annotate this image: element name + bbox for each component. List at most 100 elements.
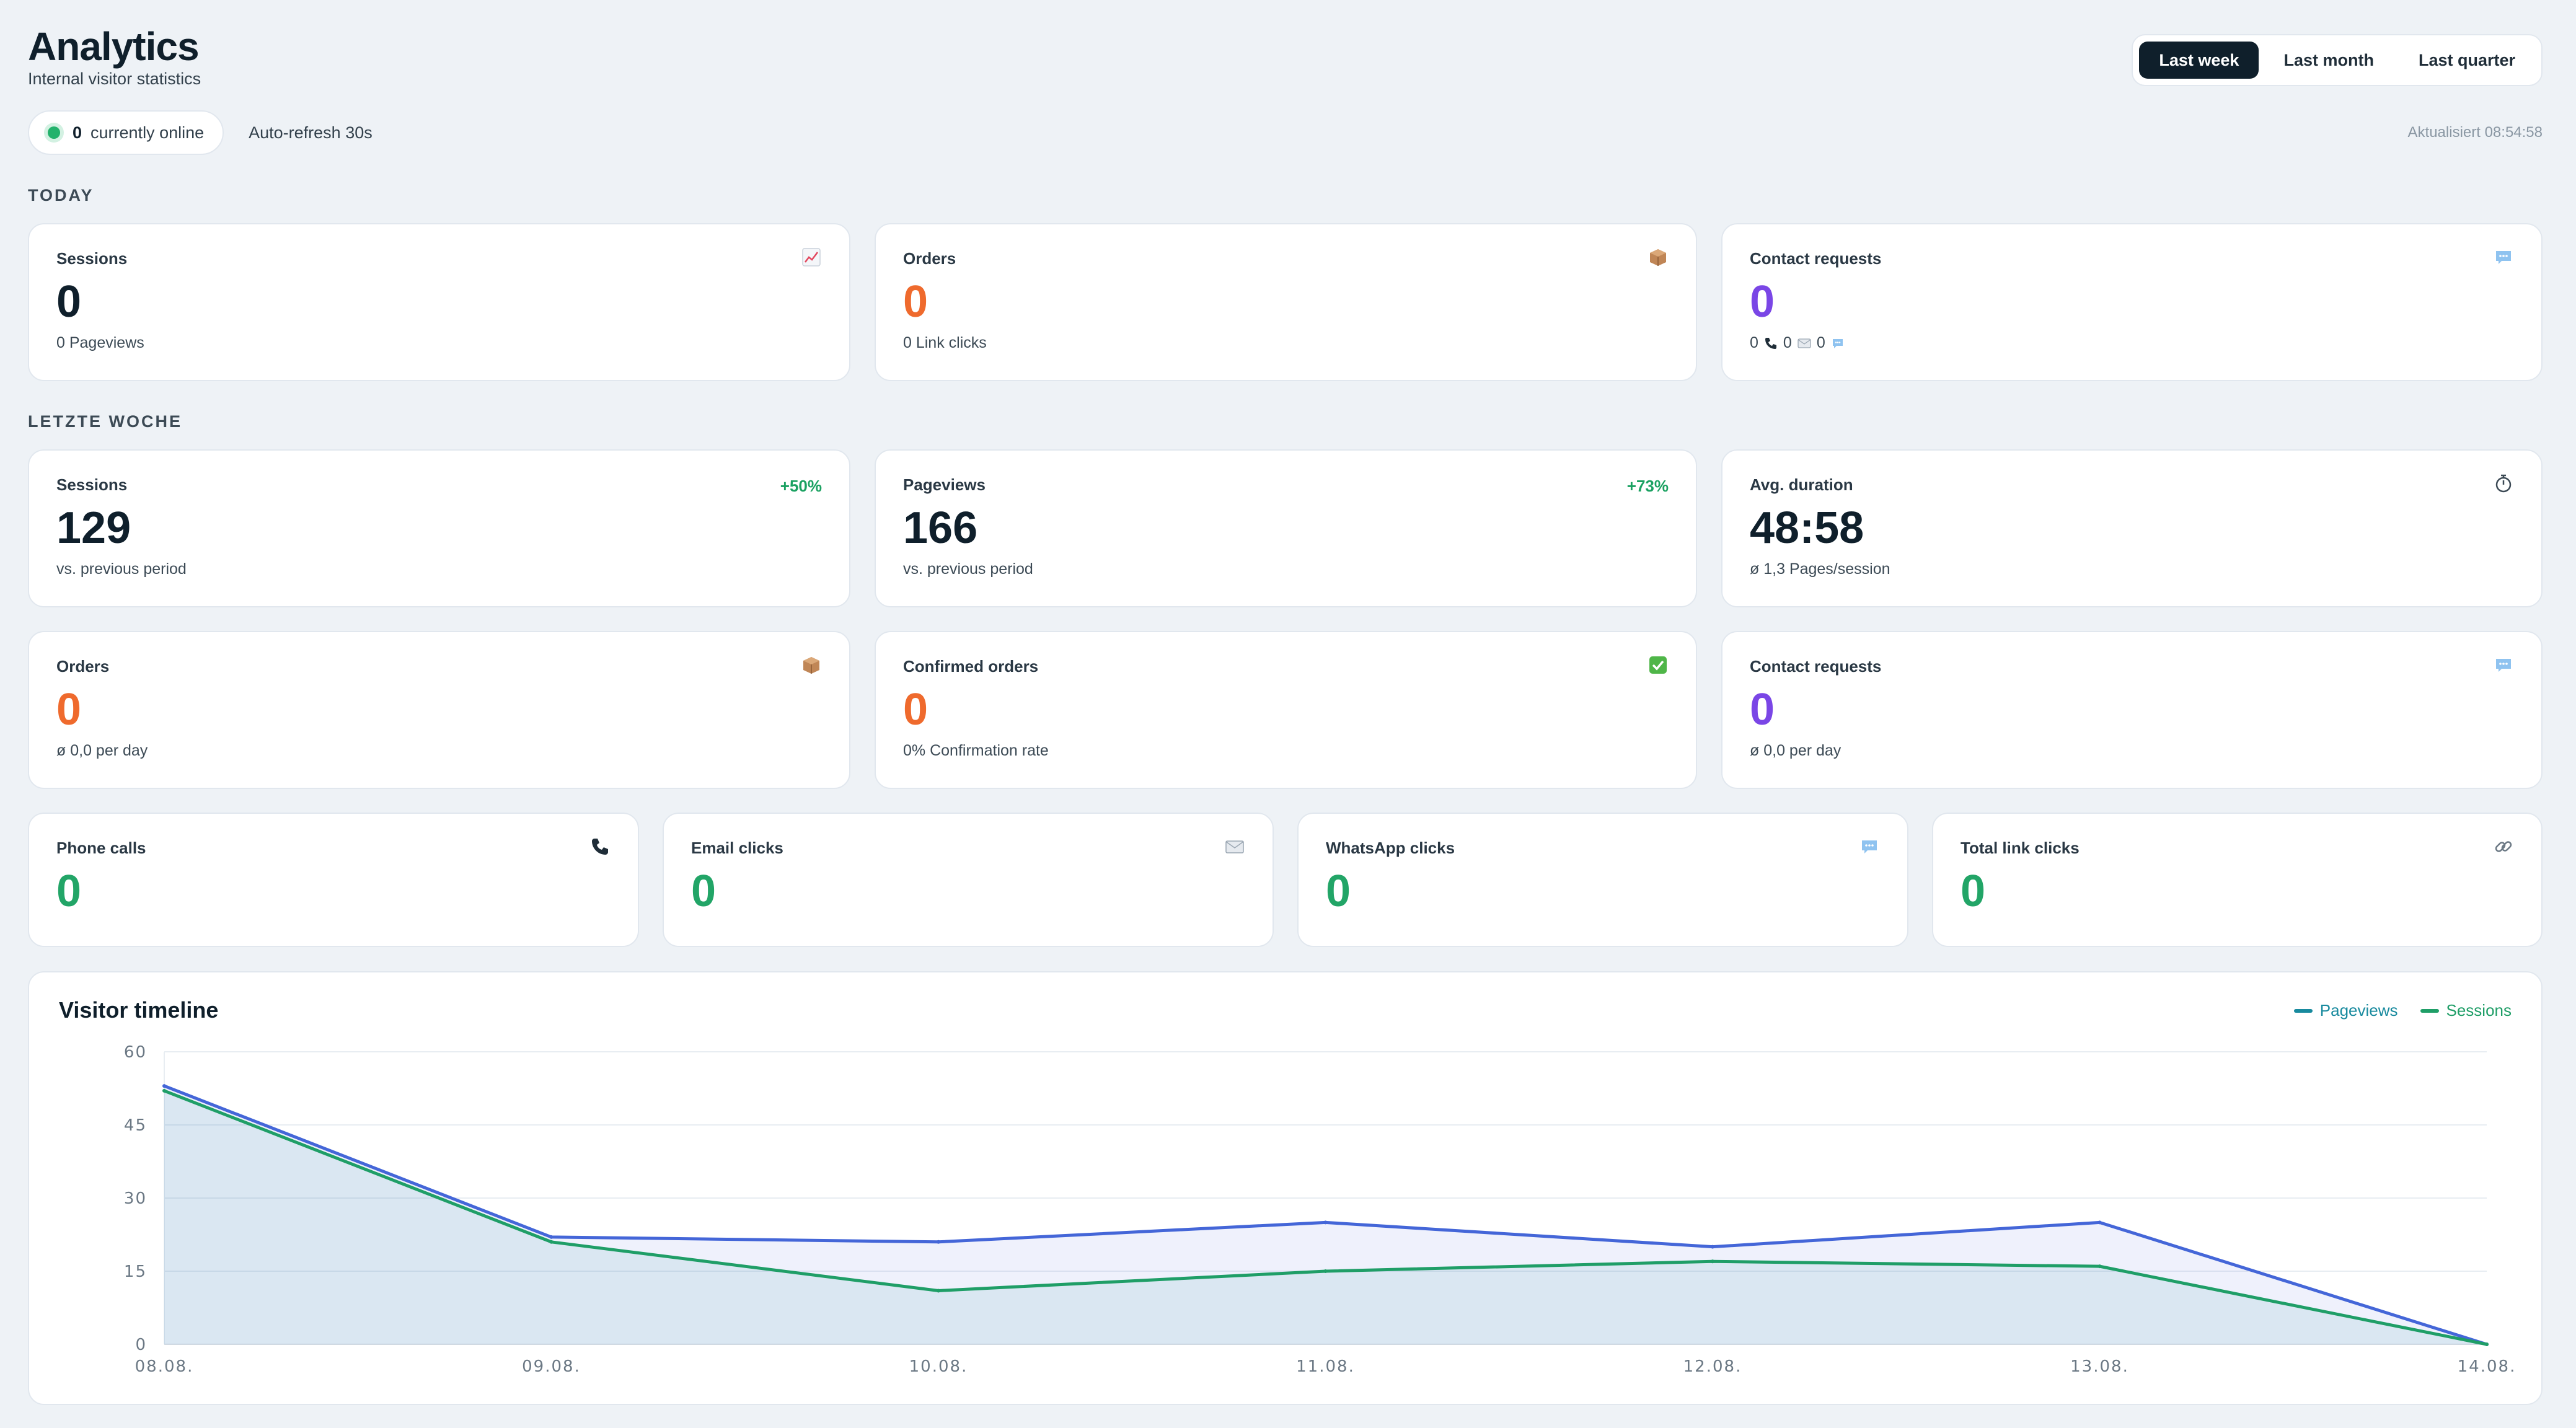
chat-bubble-icon — [1832, 338, 1843, 348]
week-sessions-card: Sessions 129 vs. previous period +50% — [28, 449, 850, 607]
pageviews-point — [2097, 1220, 2102, 1225]
phone-icon — [592, 839, 608, 855]
legend-item-pageviews[interactable]: Pageviews — [2293, 1001, 2398, 1020]
updated-timestamp: Aktualisiert 08:54:58 — [2407, 124, 2543, 141]
card-label: Sessions — [56, 475, 128, 494]
week-total-link-clicks-card: Total link clicks 0 — [1932, 813, 2543, 947]
card-value: 0 — [691, 866, 717, 916]
card-label: Sessions — [56, 249, 128, 268]
card-label: Contact requests — [1750, 249, 1882, 268]
trend-badge: +50% — [780, 477, 822, 495]
card-value: 0 — [1750, 277, 1775, 327]
sessions-point — [937, 1289, 940, 1293]
x-tick-label: 08.08. — [135, 1357, 194, 1376]
card-sub: 0 Pageviews — [56, 334, 144, 351]
chat-bubble-icon — [2496, 251, 2511, 264]
today-orders-card: Orders 0 0 Link clicks — [875, 223, 1697, 381]
y-tick-label: 45 — [124, 1116, 147, 1135]
section-today-label: TODAY — [28, 186, 94, 205]
card-value: 48:58 — [1750, 503, 1864, 553]
online-label: currently online — [90, 123, 205, 142]
online-count: 0 — [73, 123, 82, 142]
auto-refresh-label: Auto-refresh 30s — [249, 123, 373, 142]
card-value: 0 — [1326, 866, 1351, 916]
envelope-icon — [1797, 338, 1811, 348]
x-tick-label: 10.08. — [909, 1357, 968, 1376]
sessions-point — [162, 1088, 166, 1093]
legend-label-pageviews: Pageviews — [2319, 1001, 2398, 1020]
range-last-month-button[interactable]: Last month — [2264, 42, 2394, 79]
legend-item-sessions[interactable]: Sessions — [2420, 1001, 2512, 1020]
x-tick-label: 12.08. — [1683, 1357, 1742, 1376]
week-contact-card: Contact requests 0 ø 0,0 per day — [1721, 631, 2543, 789]
x-tick-label: 11.08. — [1296, 1357, 1355, 1376]
card-label: Orders — [56, 657, 110, 676]
trend-badge: +73% — [1626, 477, 1669, 495]
card-label: Email clicks — [691, 839, 783, 857]
envelope-icon — [1225, 840, 1244, 853]
contact-breakdown: 0 0 0 — [1750, 334, 2514, 352]
check-box-icon — [1649, 656, 1667, 674]
legend-swatch-sessions — [2420, 1008, 2439, 1013]
card-value: 166 — [903, 503, 978, 553]
pageviews-area — [164, 1086, 2487, 1344]
chart-title: Visitor timeline — [59, 997, 219, 1023]
timeline-chart: 0 15 30 45 60 08.08. 09.08. 10.08. 11.08. 12.08. 1… — [124, 1043, 2516, 1376]
x-tick-label: 09.08. — [522, 1357, 581, 1376]
card-sub: vs. previous period — [56, 560, 187, 578]
card-value: 129 — [56, 503, 131, 553]
pageviews-point — [162, 1084, 166, 1088]
legend-swatch-pageviews — [2293, 1008, 2313, 1013]
y-tick-label: 0 — [135, 1336, 147, 1354]
page-header: Analytics Internal visitor statistics — [28, 25, 201, 89]
card-label: Avg. duration — [1750, 475, 1853, 494]
card-sub: 0% Confirmation rate — [903, 742, 1049, 759]
card-value: 0 — [903, 277, 929, 327]
y-tick-label: 60 — [124, 1043, 147, 1062]
week-whatsapp-clicks-card: WhatsApp clicks 0 — [1297, 813, 1908, 947]
sessions-area — [164, 1090, 2487, 1344]
range-last-quarter-button[interactable]: Last quarter — [2399, 42, 2535, 79]
package-icon — [1650, 249, 1666, 266]
email-count: 0 — [1783, 334, 1792, 351]
card-label: Phone calls — [56, 839, 146, 857]
card-value: 0 — [903, 685, 929, 734]
pageviews-point — [1711, 1245, 1714, 1249]
x-tick-label: 14.08. — [2458, 1357, 2516, 1376]
status-row: 0 currently online Auto-refresh 30s — [28, 110, 373, 155]
card-sub: ø 0,0 per day — [56, 742, 148, 759]
pageviews-point — [1323, 1220, 1328, 1225]
range-last-week-button[interactable]: Last week — [2139, 42, 2259, 79]
card-value: 0 — [1961, 866, 1986, 916]
week-email-clicks-card: Email clicks 0 — [663, 813, 1274, 947]
sessions-point — [2485, 1342, 2489, 1346]
today-sessions-card: Sessions 0 0 Pageviews — [28, 223, 850, 381]
chart-up-icon — [802, 248, 821, 267]
chat-bubble-icon — [2496, 659, 2511, 672]
package-icon — [803, 657, 819, 674]
week-pageviews-card: Pageviews 166 vs. previous period +73% — [875, 449, 1697, 607]
pageviews-point — [937, 1240, 940, 1244]
card-label: WhatsApp clicks — [1326, 839, 1455, 857]
sessions-point — [2097, 1264, 2102, 1269]
card-label: Orders — [903, 249, 956, 268]
card-label: Pageviews — [903, 475, 986, 494]
range-switch: Last week Last month Last quarter — [2132, 34, 2543, 86]
y-tick-label: 15 — [124, 1263, 147, 1281]
week-orders-card: Orders 0 ø 0,0 per day — [28, 631, 850, 789]
chart-legend: Pageviews Sessions — [2293, 1001, 2512, 1020]
today-contact-card: Contact requests 0 0 0 0 — [1721, 223, 2543, 381]
card-sub: ø 1,3 Pages/session — [1750, 560, 1890, 578]
card-sub: ø 0,0 per day — [1750, 742, 1842, 759]
card-label: Total link clicks — [1961, 839, 2080, 857]
page-subtitle: Internal visitor statistics — [28, 69, 201, 88]
sessions-point — [549, 1240, 554, 1244]
week-phone-calls-card: Phone calls 0 — [28, 813, 639, 947]
page-title: Analytics — [28, 24, 200, 69]
visitor-timeline-card: Visitor timeline Pageviews Sessions 0 15 3… — [28, 971, 2543, 1405]
chat-bubble-icon — [1862, 840, 1877, 853]
card-value: 0 — [56, 866, 82, 916]
week-confirmed-orders-card: Confirmed orders 0 0% Confirmation rate — [875, 631, 1697, 789]
legend-label-sessions: Sessions — [2446, 1001, 2512, 1020]
